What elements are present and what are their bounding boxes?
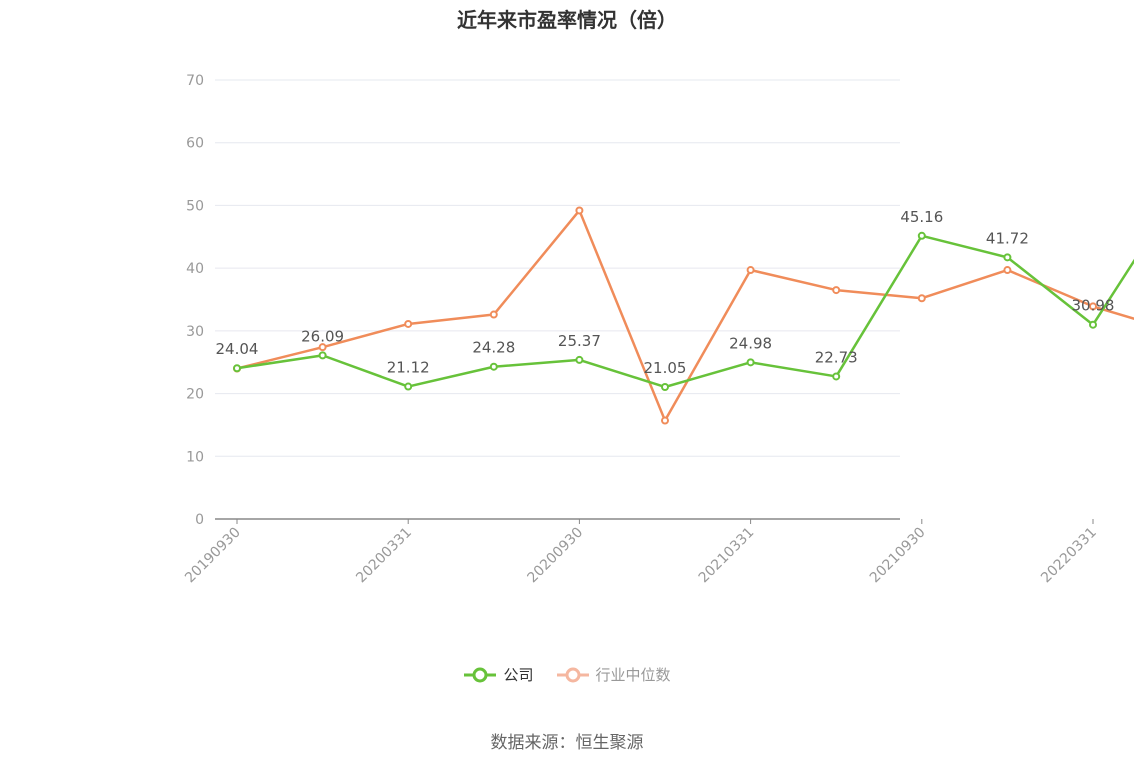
legend-line-marker-icon (556, 667, 589, 682)
grid-lines (215, 79, 900, 457)
data-point-industry (404, 319, 413, 328)
y-tick-label: 40 (186, 261, 204, 277)
data-label: 45.16 (900, 208, 943, 226)
data-label: 30.98 (1072, 297, 1115, 315)
legend-item-company[interactable]: 公司 (463, 664, 534, 685)
x-tick-label: 20190930 (182, 525, 244, 587)
data-point-industry (489, 310, 498, 319)
data-label: 24.04 (216, 340, 259, 358)
data-label: 41.72 (986, 229, 1029, 247)
data-point-industry (318, 343, 327, 352)
legend: 公司 行业中位数 (0, 664, 1134, 685)
data-label: 26.09 (301, 327, 344, 345)
data-point-industry (746, 266, 755, 275)
legend-label-industry: 行业中位数 (595, 666, 671, 684)
data-point-company (661, 382, 669, 391)
y-tick-label: 10 (186, 449, 204, 465)
y-tick-label: 30 (186, 324, 204, 340)
data-point-company (489, 362, 498, 371)
data-source-note: 数据来源：恒生聚源 (490, 733, 644, 753)
data-point-company (1089, 320, 1097, 329)
data-label: 21.05 (644, 359, 687, 377)
data-label: 21.12 (387, 359, 430, 377)
data-label: 24.28 (472, 339, 515, 357)
data-point-industry (575, 206, 584, 215)
data-point-company (832, 372, 841, 381)
x-tick-label: 20210930 (867, 525, 929, 587)
data-point-industry (832, 286, 841, 295)
y-tick-label: 70 (186, 73, 204, 89)
data-point-company (575, 355, 584, 364)
series-line-company (236, 234, 1134, 389)
y-tick-label: 50 (186, 198, 204, 214)
chart-title: 近年来市盈率情况（倍） (457, 8, 677, 32)
data-point-company (917, 231, 926, 240)
x-tick-label: 20210331 (696, 525, 758, 587)
legend-label-company: 公司 (503, 666, 534, 684)
y-tick-label: 60 (186, 136, 204, 152)
data-point-industry (917, 294, 926, 303)
legend-line-marker-icon (464, 667, 497, 682)
x-tick-label: 20220331 (1038, 525, 1100, 587)
data-point-company (318, 351, 327, 360)
series-lines (233, 206, 1134, 425)
data-point-company (746, 358, 755, 367)
data-label: 22.73 (815, 348, 858, 366)
data-point-industry (1089, 302, 1097, 311)
x-tick-label: 20200930 (525, 525, 587, 587)
data-point-industry (1003, 266, 1012, 275)
data-label: 25.37 (558, 332, 601, 350)
data-point-industry (661, 416, 669, 425)
data-label: 24.98 (729, 334, 772, 352)
y-tick-label: 20 (186, 387, 204, 403)
legend-item-industry[interactable]: 行业中位数 (556, 664, 671, 685)
y-tick-label: 0 (195, 512, 204, 528)
data-point-company (404, 382, 413, 391)
data-labels: 24.04 26.09 21.12 24.28 25.37 21.05 24.98 22.73… (216, 208, 1115, 377)
series-line-industry (236, 209, 1134, 422)
data-point-company (1003, 253, 1012, 262)
data-point-company (233, 364, 241, 373)
x-tick-label: 20200331 (353, 525, 415, 587)
